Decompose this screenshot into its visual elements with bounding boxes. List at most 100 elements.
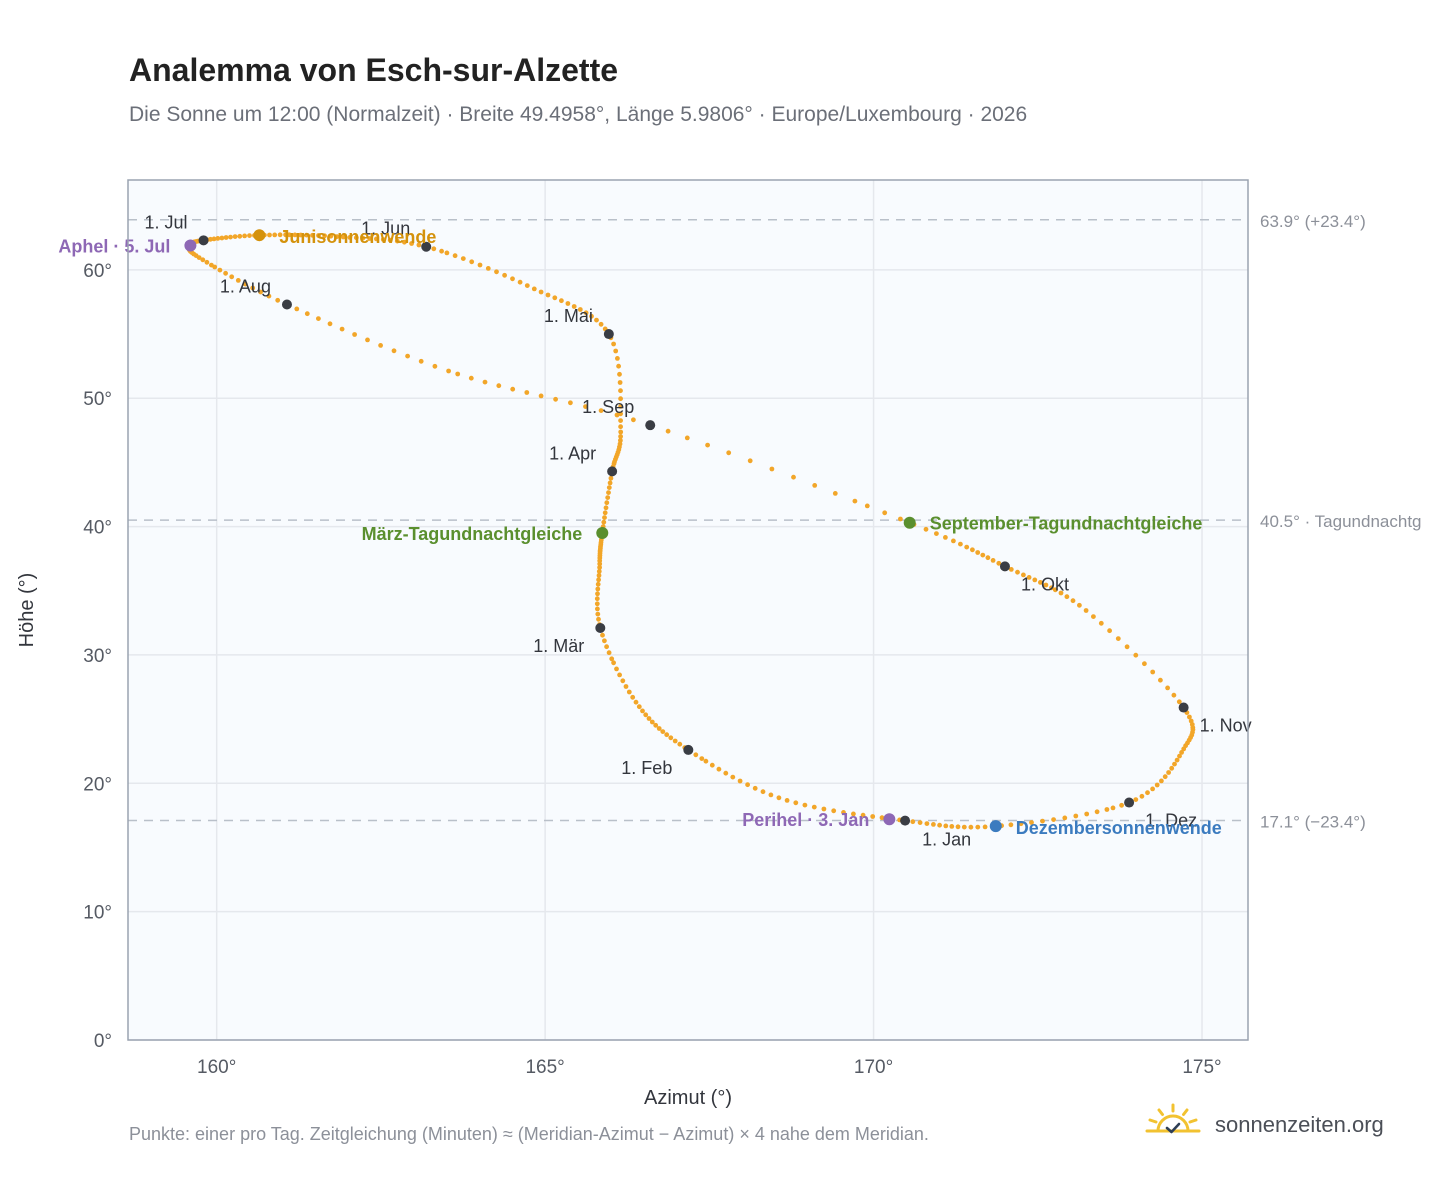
daily-point — [1098, 620, 1104, 626]
reference-lines: 63.9° (+23.4°) 40.5° · Tagundnachtg 17.1° … — [128, 212, 1422, 832]
daily-point — [730, 774, 736, 780]
daily-point — [943, 535, 948, 540]
daily-point — [1094, 809, 1100, 815]
reference-line-label: 17.1° (−23.4°) — [1260, 813, 1366, 832]
daily-point — [636, 704, 642, 710]
daily-point — [768, 792, 774, 798]
x-tick-label: 175° — [1182, 1057, 1221, 1078]
daily-point — [617, 371, 622, 377]
daily-point — [1052, 587, 1058, 593]
daily-point — [1165, 685, 1170, 691]
daily-point — [604, 500, 610, 506]
daily-point — [646, 716, 652, 721]
daily-point — [603, 505, 609, 511]
daily-point — [1073, 813, 1079, 819]
daily-point — [394, 238, 400, 244]
daily-point — [980, 552, 986, 558]
month-point — [645, 420, 656, 431]
daily-point — [811, 804, 817, 810]
daily-point — [217, 267, 223, 273]
daily-point — [1179, 750, 1184, 755]
daily-point — [1038, 580, 1043, 585]
daily-point — [1176, 699, 1182, 705]
daily-point — [595, 581, 601, 587]
daily-point — [391, 348, 397, 354]
daily-point — [339, 326, 345, 332]
month-label: 1. Dez — [1145, 811, 1197, 831]
daily-point — [304, 232, 309, 238]
daily-point — [468, 375, 474, 381]
daily-point — [496, 383, 502, 389]
month-point — [683, 744, 694, 755]
daily-point — [212, 264, 218, 270]
daily-point — [937, 822, 942, 828]
daily-point — [1174, 757, 1180, 763]
daily-point — [477, 262, 483, 268]
daily-point — [1139, 793, 1145, 799]
daily-point — [601, 519, 607, 525]
daily-point — [378, 343, 383, 348]
daily-point — [747, 458, 753, 464]
event-label: März-Tagundnachtgleiche — [362, 524, 583, 544]
daily-point — [232, 234, 238, 240]
daily-point — [649, 719, 655, 725]
daily-point — [982, 824, 988, 830]
daily-point — [387, 237, 393, 243]
daily-point — [583, 404, 588, 409]
event-label: Perihel · 3. Jan — [742, 810, 869, 830]
daily-point — [716, 766, 722, 772]
daily-point — [665, 428, 671, 434]
daily-point — [1119, 802, 1124, 808]
daily-point — [237, 233, 243, 239]
daily-point — [460, 256, 466, 261]
daily-point — [602, 510, 608, 516]
daily-point — [1070, 598, 1076, 604]
daily-point — [870, 814, 876, 819]
y-tick-label: 60° — [83, 261, 112, 282]
daily-point — [223, 270, 229, 276]
daily-point — [1124, 644, 1130, 650]
daily-point — [597, 565, 602, 570]
month-point — [1124, 797, 1135, 808]
daily-point — [416, 242, 422, 248]
y-axis-label: Höhe (°) — [16, 573, 38, 648]
daily-point — [559, 298, 564, 304]
daily-point — [215, 236, 221, 241]
daily-point — [595, 606, 600, 612]
daily-point — [631, 417, 636, 423]
daily-point — [821, 806, 827, 812]
daily-point — [589, 313, 594, 319]
daily-point — [242, 233, 248, 239]
daily-point — [1181, 746, 1187, 752]
daily-point — [745, 782, 750, 788]
daily-point — [961, 824, 967, 830]
daily-point — [923, 526, 929, 532]
month-point — [281, 299, 292, 310]
daily-point — [596, 573, 602, 578]
y-axis-ticks: 0° 10° 20° 30° 40° 50° 60° — [83, 261, 112, 1052]
daily-point — [1029, 820, 1034, 825]
daily-point — [374, 236, 379, 242]
month-label: 1. Aug — [220, 277, 271, 297]
event-point — [184, 239, 197, 252]
brand-logo[interactable]: sonnenzeiten.org — [1145, 1100, 1425, 1150]
event-point — [596, 526, 609, 539]
daily-point — [219, 235, 225, 241]
event-point — [883, 813, 896, 826]
daily-point — [277, 232, 283, 238]
x-axis-label: Azimut (°) — [644, 1087, 732, 1109]
daily-point — [615, 356, 620, 361]
y-tick-label: 50° — [83, 389, 112, 410]
daily-point — [577, 307, 583, 312]
daily-point — [432, 363, 438, 369]
daily-point — [594, 596, 600, 602]
daily-point — [439, 248, 444, 254]
month-point — [603, 329, 614, 340]
daily-point — [606, 490, 611, 495]
daily-point — [640, 708, 645, 714]
daily-point — [618, 434, 623, 439]
month-point — [900, 815, 911, 826]
daily-point — [1084, 811, 1090, 817]
daily-point — [684, 435, 690, 441]
daily-point — [1107, 628, 1112, 634]
